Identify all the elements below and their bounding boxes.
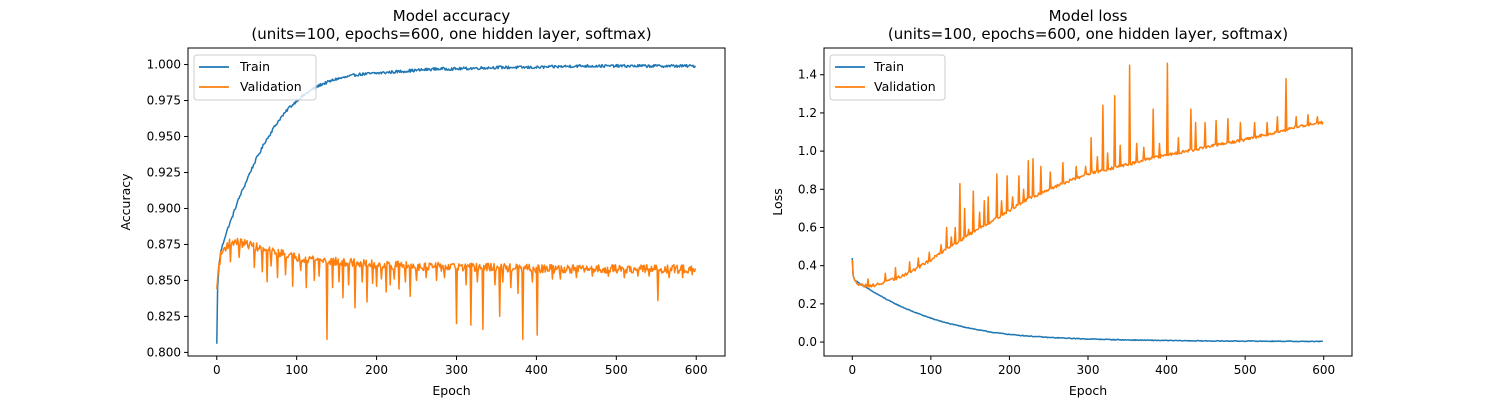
y-tick-label: 0.0: [798, 335, 817, 349]
legend-label-train: Train: [239, 59, 270, 74]
y-tick-label: 0.8: [798, 182, 817, 196]
y-tick-label: 0.825: [147, 309, 181, 323]
x-tick-label: 300: [1077, 363, 1100, 377]
legend-label-validation: Validation: [240, 79, 302, 94]
x-tick-label: 500: [605, 363, 628, 377]
series-line-train: [216, 63, 697, 344]
chart-title: Model accuracy: [393, 7, 511, 25]
chart-accuracy: Model accuracy (units=100, epochs=600, o…: [118, 7, 726, 398]
x-tick-label: 100: [919, 363, 942, 377]
y-tick-label: 1.4: [798, 68, 817, 82]
chart-subtitle: (units=100, epochs=600, one hidden layer…: [888, 25, 1288, 43]
x-tick-label: 600: [685, 363, 708, 377]
y-tick-label: 1.2: [798, 106, 817, 120]
x-tick-label: 500: [1234, 363, 1257, 377]
y-tick-label: 0.800: [147, 345, 181, 359]
legend-label-validation: Validation: [874, 79, 936, 94]
chart-subtitle: (units=100, epochs=600, one hidden layer…: [251, 25, 651, 43]
x-tick-label: 400: [1155, 363, 1178, 377]
series-line-train: [851, 257, 1324, 343]
y-tick-label: 0.850: [147, 273, 181, 287]
y-tick-label: 0.875: [147, 237, 181, 251]
x-tick-label: 600: [1312, 363, 1335, 377]
y-axis-label: Accuracy: [118, 173, 133, 231]
legend: Train Validation: [829, 54, 946, 101]
y-tick-label: 0.925: [147, 165, 181, 179]
plot-frame: [187, 47, 726, 357]
x-axis-label: Epoch: [432, 383, 470, 398]
legend-label-train: Train: [873, 59, 904, 74]
chart-loss: Model loss (units=100, epochs=600, one h…: [770, 7, 1353, 398]
x-tick-label: 0: [213, 363, 221, 377]
legend: Train Validation: [193, 54, 317, 101]
x-tick-label: 0: [848, 363, 856, 377]
x-tick-label: 300: [445, 363, 468, 377]
x-tick-label: 100: [285, 363, 308, 377]
y-tick-label: 0.975: [147, 94, 181, 108]
y-tick-label: 0.4: [798, 259, 817, 273]
series-line-validation: [851, 62, 1324, 288]
y-tick-label: 0.2: [798, 297, 817, 311]
chart-title: Model loss: [1049, 7, 1128, 25]
y-tick-label: 0.900: [147, 201, 181, 215]
x-tick-label: 400: [525, 363, 548, 377]
x-tick-label: 200: [365, 363, 388, 377]
x-axis-label: Epoch: [1069, 383, 1107, 398]
series-line-validation: [216, 237, 697, 341]
y-tick-label: 1.0: [798, 144, 817, 158]
y-tick-label: 1.000: [147, 58, 181, 72]
x-tick-label: 200: [998, 363, 1021, 377]
y-axis-label: Loss: [770, 188, 785, 215]
y-tick-label: 0.950: [147, 130, 181, 144]
plot-frame: [823, 47, 1353, 357]
y-tick-label: 0.6: [798, 220, 817, 234]
